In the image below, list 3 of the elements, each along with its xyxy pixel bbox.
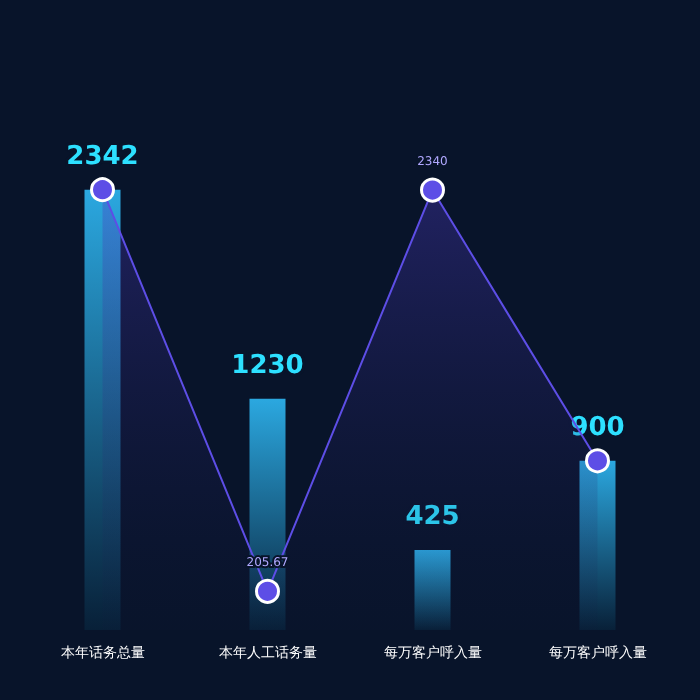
data-label: 425 [405, 502, 460, 533]
data-label: 1230 [231, 350, 304, 381]
data-label: 2342 [66, 141, 139, 172]
